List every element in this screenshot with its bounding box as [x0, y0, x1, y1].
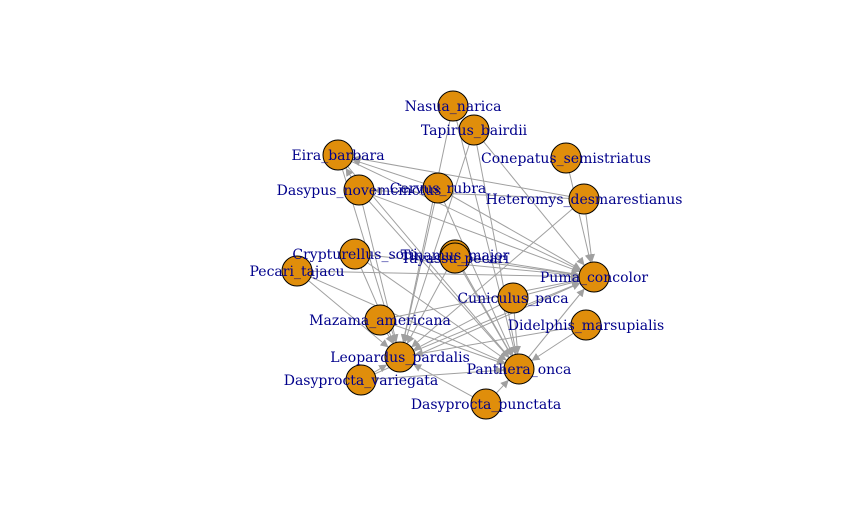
node-label-mazama: Mazama_americana	[309, 313, 451, 329]
node-label-tayassu: Tayassu_pecari	[401, 251, 509, 267]
edge-heteromys-to-eira	[352, 155, 570, 197]
node-mazama[interactable]	[364, 304, 396, 336]
node-label-pecari: Pecari_tajacu	[250, 264, 345, 280]
edge-dasyprocta_v-to-panthera	[375, 366, 505, 380]
node-label-dasypus: Dasypus_novemcinctus	[277, 183, 442, 199]
edge-cervus-to-puma	[450, 194, 582, 271]
edge-tayassu-to-panthera	[462, 270, 512, 357]
edge-dasypus-to-puma	[372, 194, 581, 273]
edge-pecari-to-panthera	[310, 276, 506, 364]
edge-didelphis-to-leopardus	[414, 327, 572, 358]
edge-pecari-to-leopardus	[308, 280, 389, 348]
node-eira[interactable]	[322, 139, 354, 171]
node-label-crypturellus: Crypturellus_soui	[292, 247, 418, 263]
node-label-dasyprocta_p: Dasyprocta_punctata	[411, 397, 561, 413]
edge-conepatus-to-puma	[568, 172, 593, 263]
nodes-layer	[281, 90, 610, 420]
edge-mazama-to-panthera	[393, 324, 506, 366]
node-label-cuniculus: Cuniculus_paca	[457, 291, 568, 307]
node-pecari[interactable]	[281, 255, 313, 287]
edge-tapirus-to-puma	[483, 141, 585, 266]
node-label-tinamus: Tinamus_major	[401, 248, 510, 264]
node-dasyprocta_v[interactable]	[345, 364, 377, 396]
edge-crypturellus-to-puma	[369, 254, 580, 279]
node-label-eira: Eira_barbara	[291, 148, 384, 164]
edge-pecari-to-puma	[311, 270, 580, 281]
node-dasypus[interactable]	[343, 174, 375, 206]
node-dasyprocta_p[interactable]	[470, 388, 502, 420]
edge-dasyprocta_v-to-leopardus	[373, 364, 388, 373]
node-cervus[interactable]	[422, 172, 454, 204]
edge-cervus-to-eira	[352, 158, 424, 184]
edge-cervus-to-leopardus	[401, 202, 436, 343]
node-label-conepatus: Conepatus_semistriatus	[481, 151, 651, 167]
edge-tapirus-to-panthera	[476, 144, 519, 355]
labels-layer: Nasua_narica Tapirus_bairdii Eira_barbara C…	[250, 99, 683, 413]
edge-cuniculus-to-panthera	[513, 312, 522, 355]
edge-tapirus-to-leopardus	[403, 144, 470, 343]
node-cuniculus[interactable]	[497, 282, 529, 314]
node-label-didelphis: Didelphis_marsupialis	[508, 318, 665, 334]
edge-didelphis-to-panthera	[531, 332, 574, 362]
edge-tayassu-to-puma	[469, 259, 580, 278]
node-label-heteromys: Heteromys_desmarestianus	[486, 192, 683, 208]
edge-nasua-to-leopardus	[400, 120, 451, 343]
node-label-panthera: Panthera_onca	[467, 362, 572, 378]
edge-tinamus-to-puma	[469, 256, 580, 278]
node-label-dasyprocta_v: Dasyprocta_variegata	[284, 373, 439, 389]
edge-dasyprocta_p-to-leopardus	[412, 363, 474, 398]
node-puma[interactable]	[578, 261, 610, 293]
edge-mazama-to-puma	[394, 277, 580, 318]
node-label-cervus: Cervus_rubra	[390, 181, 487, 197]
edge-heteromys-to-dasypus	[373, 186, 570, 199]
node-heteromys[interactable]	[568, 183, 600, 215]
edge-dasypus-to-panthera	[368, 200, 510, 359]
edge-tinamus-to-leopardus	[406, 267, 449, 345]
edge-dasypus-to-eira	[345, 167, 354, 178]
node-label-puma: Puma_concolor	[540, 270, 649, 286]
edge-heteromys-to-leopardus	[411, 208, 573, 348]
edge-mazama-to-leopardus	[385, 332, 394, 345]
edge-cervus-to-panthera	[443, 201, 514, 356]
node-conepatus[interactable]	[550, 142, 582, 174]
node-crypturellus[interactable]	[339, 238, 371, 270]
node-label-tapirus: Tapirus_bairdii	[421, 123, 528, 139]
edge-heteromys-to-puma	[585, 213, 596, 263]
node-panthera[interactable]	[503, 353, 535, 385]
edge-crypturellus-to-panthera	[366, 262, 508, 361]
edge-panthera-to-puma	[528, 288, 585, 358]
node-label-nasua: Nasua_narica	[405, 99, 502, 115]
node-label-leopardus: Leopardus_pardalis	[330, 350, 470, 366]
node-tayassu[interactable]	[439, 242, 471, 274]
edge-eira-to-panthera	[347, 166, 510, 358]
edge-eira-to-puma	[351, 161, 581, 271]
node-nasua[interactable]	[437, 90, 469, 122]
node-leopardus[interactable]	[384, 341, 416, 373]
edge-leopardus-to-puma	[413, 282, 581, 352]
node-tapirus[interactable]	[458, 114, 490, 146]
edge-dasyprocta_p-to-panthera	[495, 379, 510, 394]
edge-cuniculus-to-leopardus	[413, 304, 500, 351]
node-didelphis[interactable]	[570, 309, 602, 341]
